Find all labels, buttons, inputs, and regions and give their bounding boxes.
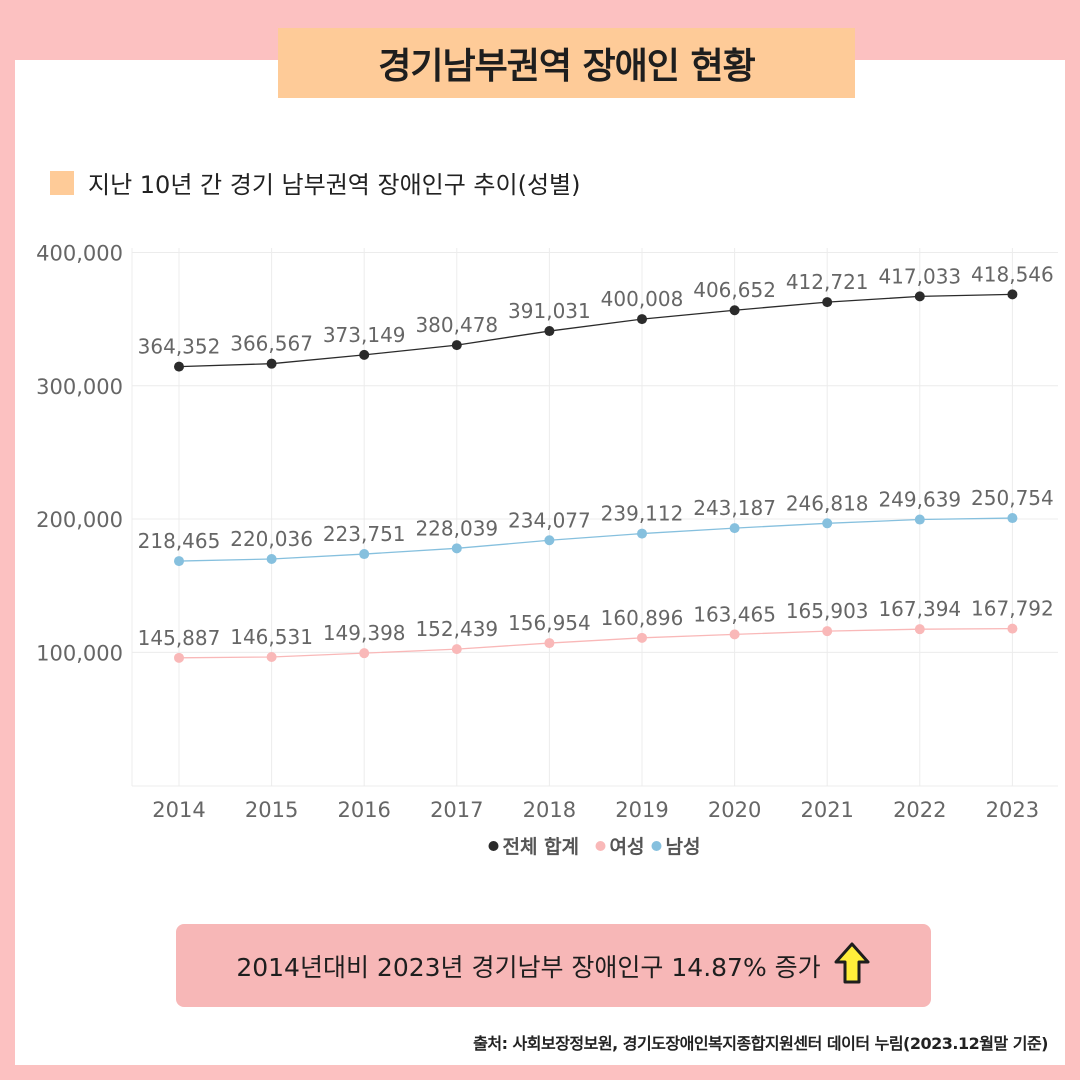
series-1: 145,887 146,531 149,398 152,439 156,954 160,8… <box>138 597 1054 663</box>
series-2: 218,465 220,036 223,751 228,039 234,077 239,1… <box>138 486 1054 567</box>
data-label: 149,398 <box>323 621 406 645</box>
data-label: 152,439 <box>415 617 498 641</box>
chart-legend: 전체 합계 여성 남성 <box>488 836 701 858</box>
data-point <box>914 514 925 525</box>
data-label: 156,954 <box>508 611 591 635</box>
data-label: 400,008 <box>601 287 684 311</box>
section-label: 지난 10년 간 경기 남부권역 장애인구 추이(성별) <box>88 171 581 199</box>
series-line <box>178 627 1013 659</box>
data-point <box>729 523 740 534</box>
x-tick-label: 2021 <box>800 798 853 822</box>
data-label: 249,639 <box>878 488 961 512</box>
legend-marker <box>651 841 662 851</box>
data-point <box>174 652 184 663</box>
x-tick-label: 2016 <box>337 798 390 822</box>
data-point <box>1007 289 1018 300</box>
data-label: 246,818 <box>786 491 869 515</box>
x-tick-label: 2017 <box>430 798 483 822</box>
data-point <box>359 648 370 659</box>
x-tick-label: 2019 <box>615 798 668 822</box>
data-point <box>266 358 277 369</box>
data-point <box>544 638 555 649</box>
legend-marker <box>488 841 499 851</box>
data-label: 243,187 <box>693 496 776 520</box>
data-point <box>637 632 647 643</box>
data-label: 220,036 <box>230 527 313 551</box>
section-heading: 지난 10년 간 경기 남부권역 장애인구 추이(성별) <box>50 165 580 200</box>
legend-marker <box>595 841 606 851</box>
data-label: 234,077 <box>508 508 591 532</box>
data-point <box>174 361 184 372</box>
summary-note-text: 2014년대비 2023년 경기남부 장애인구 14.87% 증가 <box>236 952 821 982</box>
data-point <box>451 644 462 655</box>
data-label: 366,567 <box>230 332 313 356</box>
data-point <box>729 305 740 316</box>
data-label: 223,751 <box>323 522 406 546</box>
data-label: 167,394 <box>878 597 961 621</box>
x-tick-label: 2023 <box>986 798 1039 822</box>
data-label: 145,887 <box>138 626 221 650</box>
legend-label: 여성 <box>610 836 645 858</box>
data-point <box>544 326 555 337</box>
data-label: 239,112 <box>601 502 684 526</box>
data-point <box>637 528 647 539</box>
data-point <box>359 349 370 360</box>
x-tick-label: 2020 <box>708 798 761 822</box>
x-tick-label: 2018 <box>523 798 576 822</box>
data-label: 364,352 <box>138 335 221 359</box>
data-label: 412,721 <box>786 270 869 294</box>
data-label: 228,039 <box>415 516 498 540</box>
source-text: 출처: 사회보장정보원, 경기도장애인복지종합지원센터 데이터 누림(2023.… <box>473 1034 1048 1053</box>
legend-label: 전체 합계 <box>503 836 580 858</box>
y-tick-label: 400,000 <box>36 241 123 265</box>
x-tick-label: 2015 <box>245 798 298 822</box>
data-point <box>451 340 462 351</box>
data-point <box>544 535 555 546</box>
data-label: 218,465 <box>138 529 221 553</box>
data-point <box>729 629 740 640</box>
data-point <box>1007 623 1018 634</box>
series-0: 364,352 366,567 373,149 380,478 391,031 400,0… <box>138 262 1054 372</box>
y-tick-label: 200,000 <box>36 508 123 532</box>
data-point <box>451 543 462 554</box>
summary-note: 2014년대비 2023년 경기남부 장애인구 14.87% 증가 <box>176 924 931 1007</box>
x-tick-label: 2022 <box>893 798 946 822</box>
series-line <box>178 293 1013 368</box>
data-point <box>914 624 925 635</box>
up-arrow-icon <box>833 941 871 991</box>
y-tick-label: 300,000 <box>36 375 123 399</box>
data-label: 418,546 <box>971 262 1054 286</box>
data-point <box>1007 513 1018 524</box>
data-point <box>637 314 647 325</box>
y-tick-label: 100,000 <box>36 641 123 665</box>
data-point <box>914 291 925 302</box>
data-point <box>266 651 277 662</box>
page-title: 경기남부권역 장애인 현황 <box>278 28 855 98</box>
data-label: 373,149 <box>323 323 406 347</box>
data-label: 146,531 <box>230 625 313 649</box>
data-point <box>822 297 833 308</box>
data-point <box>266 553 277 564</box>
data-label: 165,903 <box>786 599 869 623</box>
data-label: 391,031 <box>508 299 591 323</box>
series-line <box>178 517 1013 562</box>
data-label: 160,896 <box>601 606 684 630</box>
data-label: 406,652 <box>693 278 776 302</box>
data-point <box>359 549 370 560</box>
data-point <box>822 518 833 529</box>
data-label: 163,465 <box>693 602 776 626</box>
legend-label: 남성 <box>666 836 701 858</box>
data-point <box>822 626 833 637</box>
data-label: 417,033 <box>878 264 961 288</box>
data-label: 380,478 <box>415 313 498 337</box>
data-point <box>174 556 184 567</box>
data-label: 250,754 <box>971 486 1054 510</box>
section-swatch <box>50 170 74 195</box>
x-tick-label: 2014 <box>152 798 205 822</box>
data-label: 167,792 <box>971 597 1054 621</box>
content-card <box>15 60 1065 1065</box>
